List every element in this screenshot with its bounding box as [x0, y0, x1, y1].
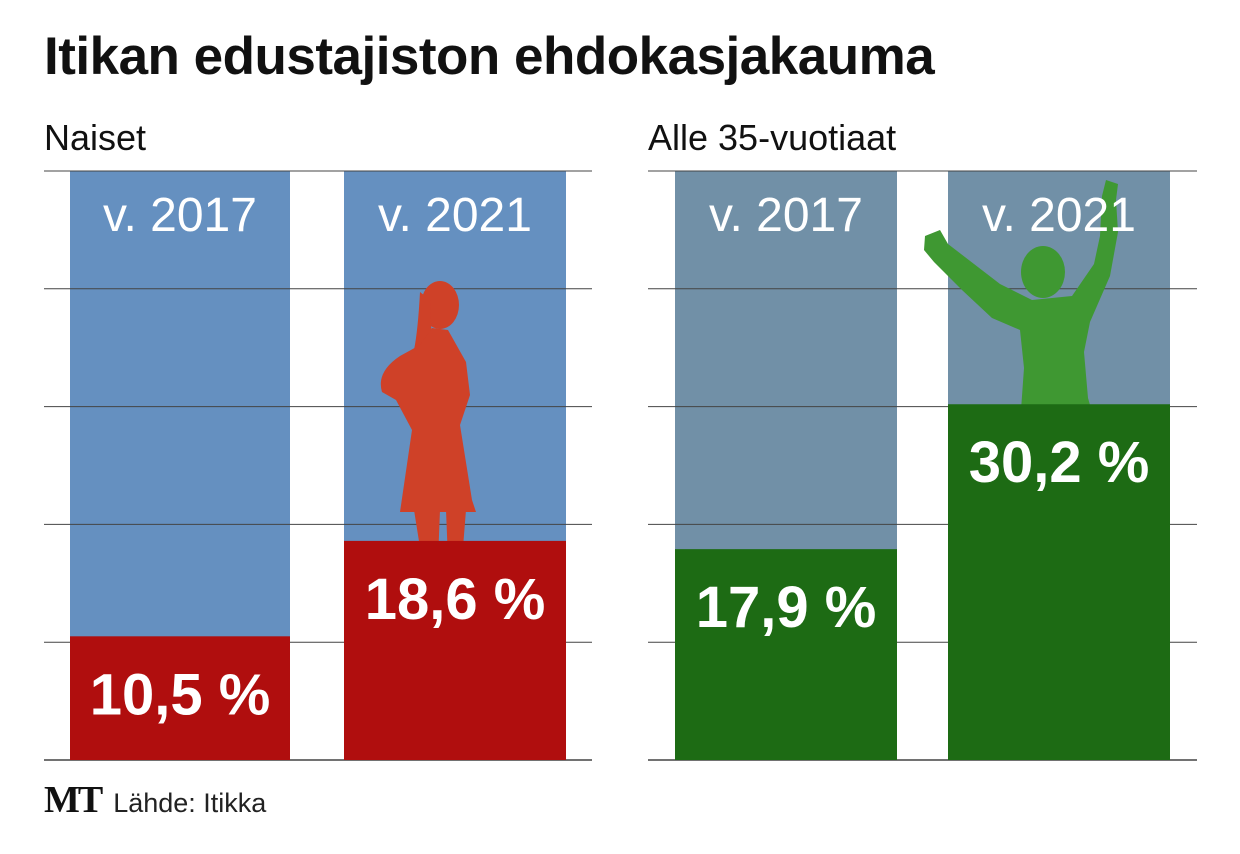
- footer: MT Lähde: Itikka: [44, 778, 266, 822]
- source-note: Lähde: Itikka: [113, 788, 267, 818]
- panel-title: Naiset: [44, 117, 146, 158]
- value-label: 17,9 %: [696, 575, 877, 640]
- bar-fill: [344, 540, 566, 760]
- value-label: 30,2 %: [969, 430, 1150, 495]
- bar-fill: [675, 549, 897, 760]
- bar-fill: [70, 636, 290, 760]
- value-label: 18,6 %: [365, 567, 546, 632]
- bar-fill: [948, 404, 1170, 760]
- mt-logo: MT: [44, 779, 103, 821]
- category-label: v. 2021: [982, 189, 1136, 242]
- category-label: v. 2017: [709, 189, 863, 242]
- panel-1: Naiset 10,5 % v. 2017 18,6 % v. 2021: [44, 117, 592, 761]
- page-title: Itikan edustajiston ehdokasjakauma: [44, 27, 935, 86]
- category-label: v. 2021: [378, 189, 532, 242]
- value-label: 10,5 %: [90, 662, 271, 727]
- category-label: v. 2017: [103, 189, 257, 242]
- panel-2: Alle 35-vuotiaat 17,9 % v. 2017 30,2 % v. 20…: [648, 117, 1197, 761]
- panel-title: Alle 35-vuotiaat: [648, 117, 896, 158]
